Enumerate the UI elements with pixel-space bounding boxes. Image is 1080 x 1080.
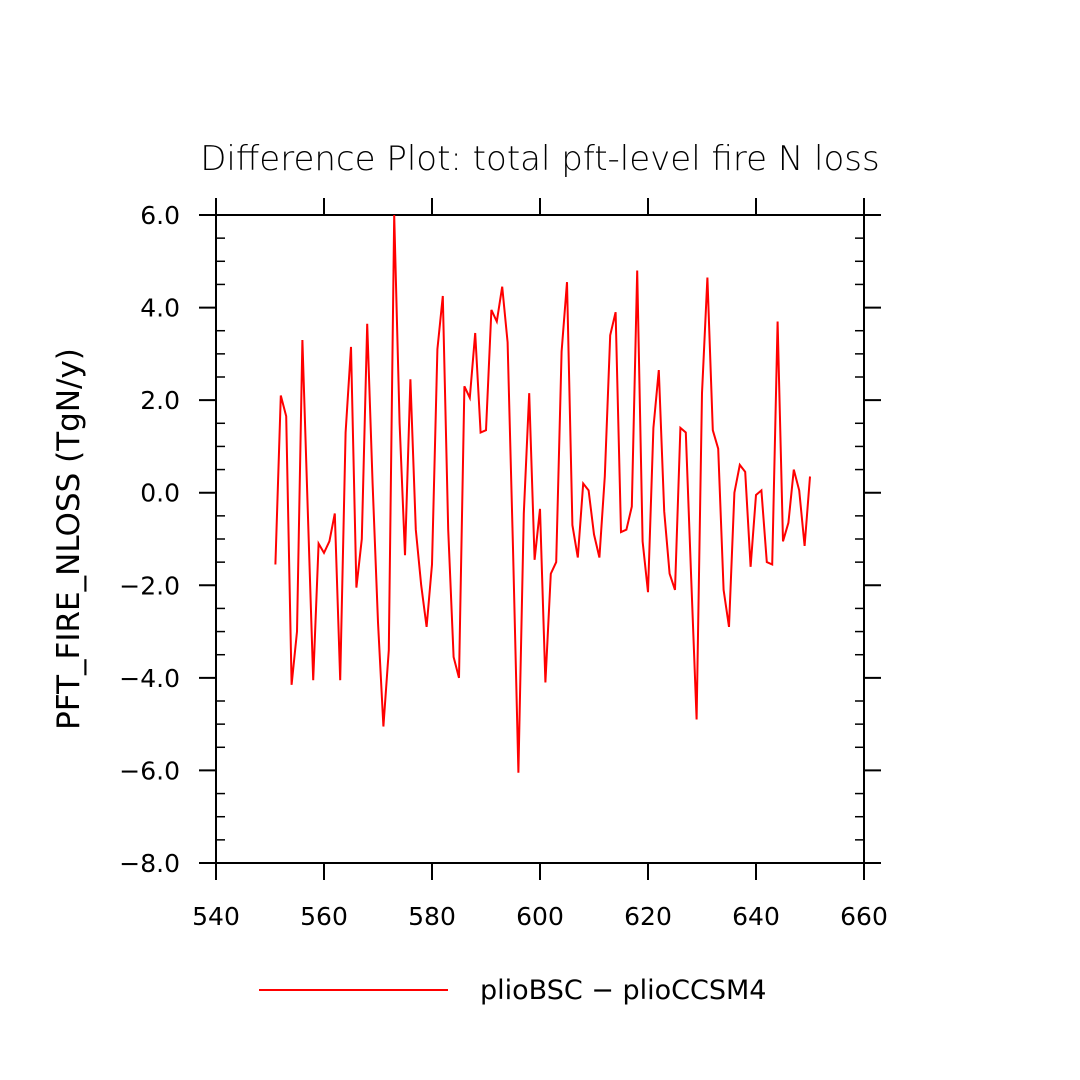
y-axis-label: PFT_FIRE_NLOSS (TgN/y) xyxy=(51,348,87,730)
series-group xyxy=(274,214,811,773)
x-tick-label: 580 xyxy=(408,902,456,931)
y-tick-label: −6.0 xyxy=(119,756,180,785)
x-tick-label: 640 xyxy=(732,902,780,931)
x-axis: 540 560 580 600 620 640 660 xyxy=(192,198,888,931)
x-tick-label: 660 xyxy=(840,902,888,931)
y-tick-label: −8.0 xyxy=(119,849,180,878)
y-tick-label: 6.0 xyxy=(140,201,180,230)
y-tick-label: −4.0 xyxy=(119,664,180,693)
y-tick-label: −2.0 xyxy=(119,571,180,600)
y-tick-label: 2.0 xyxy=(140,386,180,415)
plot-frame xyxy=(215,214,865,864)
y-tick-label: 0.0 xyxy=(140,479,180,508)
x-tick-label: 560 xyxy=(300,902,348,931)
y-axis: −8.0 −6.0 −4.0 −2.0 0.0 2.0 4.0 6.0 xyxy=(119,201,881,878)
y-tick-label: 4.0 xyxy=(140,294,180,323)
legend-label: plioBSC − plioCCSM4 xyxy=(480,975,766,1006)
series-line xyxy=(274,214,811,773)
x-tick-label: 600 xyxy=(516,902,564,931)
x-tick-label: 540 xyxy=(192,902,240,931)
chart-title: Difference Plot: total pft-level fire N … xyxy=(200,139,880,179)
x-tick-label: 620 xyxy=(624,902,672,931)
legend: plioBSC − plioCCSM4 xyxy=(259,975,766,1006)
